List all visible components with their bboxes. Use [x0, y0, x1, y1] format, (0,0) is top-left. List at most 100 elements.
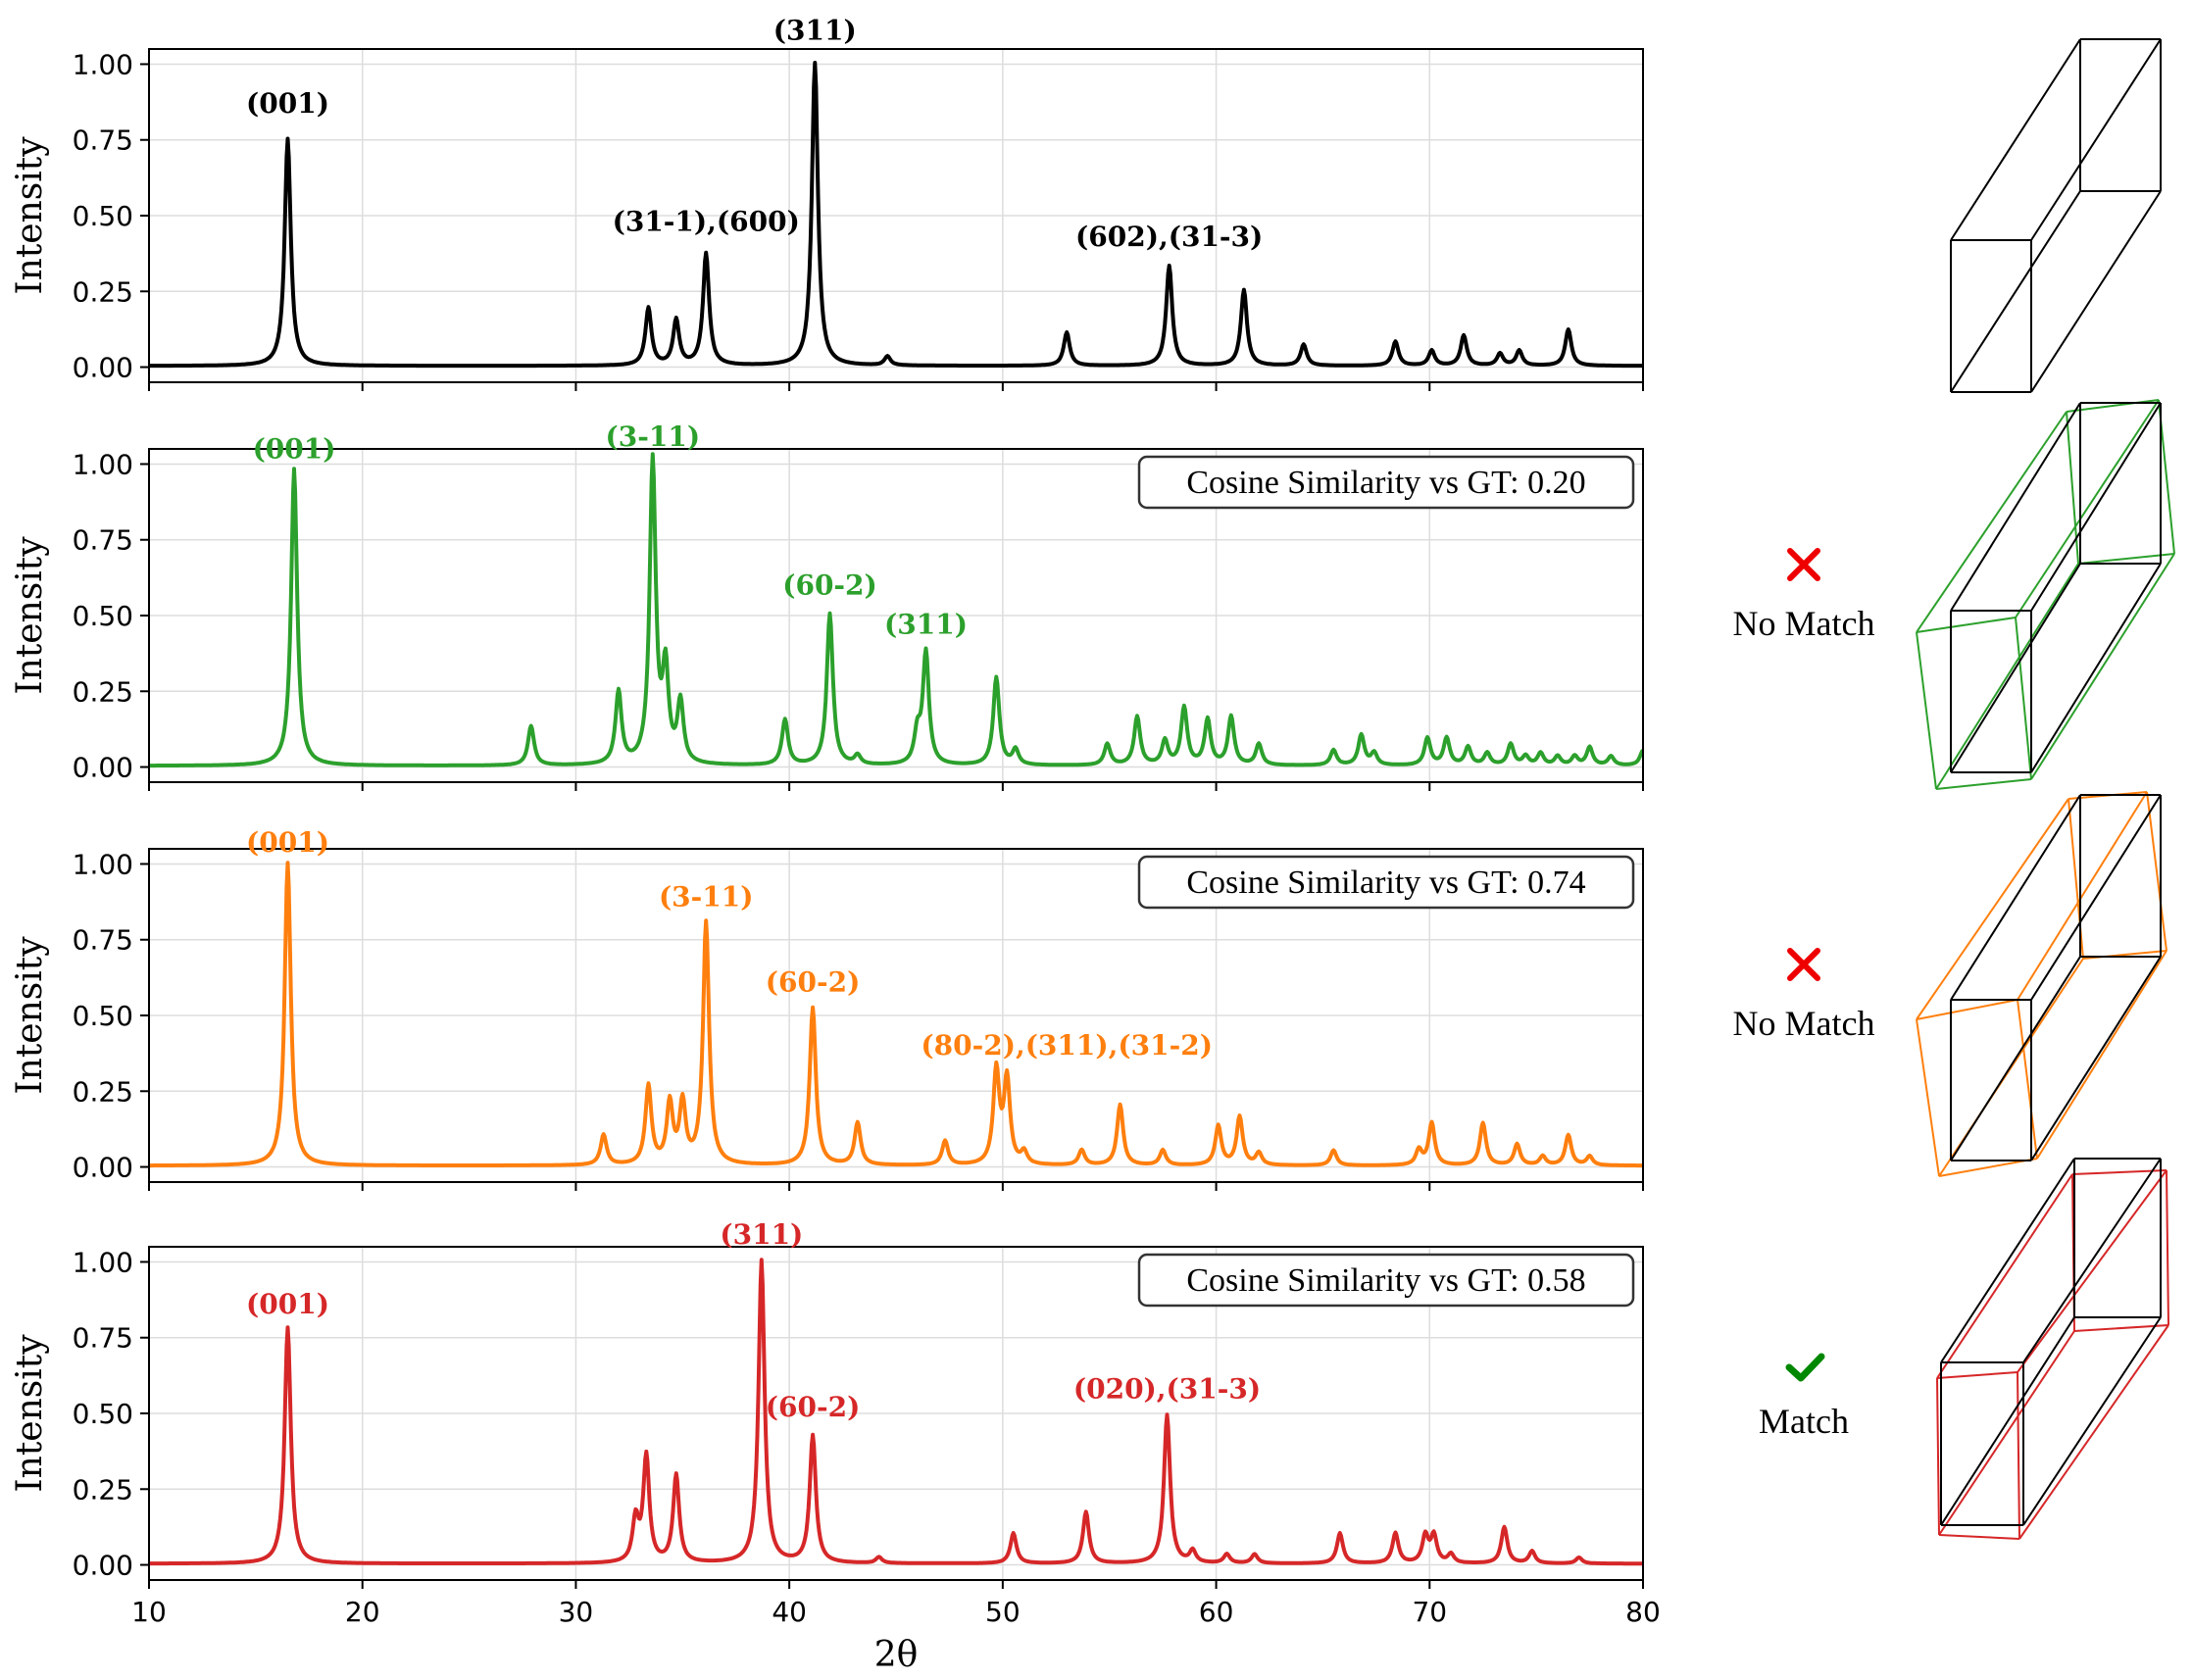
cell-edge	[1950, 38, 2081, 241]
y-axis-label: Intensity	[10, 936, 50, 1095]
cell-edge	[1935, 778, 2032, 790]
series-line-candidate-1	[149, 452, 1643, 768]
cell-edge	[2071, 1169, 2167, 1175]
x-tick-label: 30	[559, 1596, 594, 1628]
peak-label: (311)	[773, 15, 857, 47]
x-tick-label: 40	[772, 1596, 807, 1628]
cell-edge	[2036, 950, 2167, 1160]
similarity-box	[1137, 455, 1635, 510]
y-tick-label: 0.00	[73, 1152, 133, 1184]
cell-edge	[1916, 1018, 1940, 1177]
peak-label: (001)	[246, 826, 329, 859]
y-tick-label: 0.00	[73, 1550, 133, 1582]
cell-edge	[1950, 956, 2081, 1161]
similarity-text: Cosine Similarity vs GT: 0.20	[1186, 465, 1585, 501]
y-tick-label: 0.00	[73, 752, 133, 784]
y-tick-label: 1.00	[73, 1246, 133, 1278]
y-axis-label: Intensity	[10, 536, 50, 695]
y-tick-label: 0.50	[73, 200, 133, 232]
cross-icon	[1787, 548, 1820, 581]
peak-label: (602),(31-3)	[1075, 221, 1263, 253]
cell-edge	[1916, 411, 2067, 633]
crystal-cell-column	[1916, 38, 2175, 1540]
y-tick-label: 0.25	[73, 275, 133, 308]
peak-label: (60-2)	[766, 1391, 861, 1423]
peak-label: (311)	[720, 1218, 803, 1251]
y-tick-label: 0.00	[73, 352, 133, 384]
cell-edge	[1916, 617, 2017, 633]
peak-label: (020),(31-3)	[1073, 1373, 1261, 1406]
series-line-candidate-3	[149, 1258, 1643, 1566]
status-label: No Match	[1733, 604, 1875, 643]
gt-cell	[1950, 38, 2162, 393]
y-tick-label: 0.75	[73, 924, 133, 957]
cell-edge	[2030, 402, 2162, 612]
cell-edge	[2030, 563, 2162, 773]
cell-edge	[1940, 1158, 2075, 1363]
panel-ground-truth: 0.00 0.25 0.50 0.75 1.00 Intensity (001) (31-1)…	[10, 15, 1644, 391]
cell-edge	[1916, 631, 1937, 790]
peak-label: (31-1),(600)	[613, 205, 800, 237]
x-tick-label: 60	[1199, 1596, 1234, 1628]
cross-icon	[1787, 948, 1820, 981]
cell-edge	[2030, 956, 2162, 1161]
cell-edge	[1950, 794, 2081, 1001]
match-status-column: No Match No Match Match	[1733, 548, 1875, 1441]
x-tick-label: 50	[985, 1596, 1021, 1628]
cell-edge	[1935, 563, 2079, 790]
cell-edge	[2077, 553, 2175, 565]
similarity-box	[1137, 1253, 1635, 1308]
cell-edge	[2015, 617, 2032, 780]
status-candidate-3: Match	[1759, 1353, 1849, 1441]
cell-edge	[1938, 1330, 2075, 1536]
peak-label: (311)	[884, 609, 968, 641]
y-tick-label: 0.75	[73, 124, 133, 157]
similarity-text: Cosine Similarity vs GT: 0.58	[1186, 1262, 1585, 1299]
cell-edge	[2030, 38, 2162, 241]
peak-label: (3-11)	[606, 420, 701, 453]
cell-edge	[1938, 1534, 2020, 1540]
candidate-3-cell	[1936, 1158, 2169, 1540]
plot-panels: 0.00 0.25 0.50 0.75 1.00 Intensity (001) (31-1)…	[10, 15, 1661, 1628]
x-tick-label: 20	[345, 1596, 380, 1628]
y-tick-label: 0.25	[73, 1075, 133, 1108]
series-line-candidate-2	[149, 861, 1643, 1168]
status-candidate-1: No Match	[1733, 548, 1875, 643]
y-axis-label: Intensity	[10, 1334, 50, 1493]
peak-label: (80-2),(311),(31-2)	[921, 1029, 1213, 1062]
cell-edge	[2073, 1324, 2169, 1332]
series-line-ground-truth	[149, 61, 1643, 369]
x-tick-label: 10	[131, 1596, 167, 1628]
cell-edge	[1950, 190, 2081, 393]
cell-edge	[2017, 791, 2148, 1001]
x-tick-label: 80	[1625, 1596, 1661, 1628]
cell-edge	[2166, 1169, 2169, 1326]
peak-label: (3-11)	[659, 881, 754, 914]
cell-edge	[1936, 1173, 2073, 1379]
x-axis-label: 2θ	[874, 1635, 919, 1675]
cell-edge	[2015, 399, 2160, 618]
cell-edge	[2066, 411, 2079, 565]
peak-label: (60-2)	[766, 965, 861, 998]
y-tick-label: 0.25	[73, 675, 133, 708]
similarity-text: Cosine Similarity vs GT: 0.74	[1186, 865, 1585, 901]
peak-label: (001)	[246, 87, 329, 120]
cell-edge	[1936, 1377, 1940, 1536]
y-tick-label: 0.50	[73, 1000, 133, 1032]
y-tick-label: 1.00	[73, 48, 133, 80]
check-icon	[1785, 1353, 1825, 1382]
cell-edge	[1940, 1316, 2075, 1526]
cell-edge	[2146, 791, 2167, 952]
cell-edge	[1916, 999, 2018, 1020]
y-tick-label: 0.75	[73, 524, 133, 557]
similarity-box	[1137, 855, 1635, 910]
cell-edge	[1950, 563, 2081, 773]
cell-edge	[2030, 794, 2162, 1001]
y-tick-label: 0.25	[73, 1473, 133, 1506]
cell-edge	[1950, 402, 2081, 612]
y-tick-label: 0.50	[73, 600, 133, 632]
status-label: Match	[1759, 1402, 1849, 1441]
cell-edge	[2017, 999, 2038, 1160]
peak-label: (001)	[253, 432, 336, 465]
